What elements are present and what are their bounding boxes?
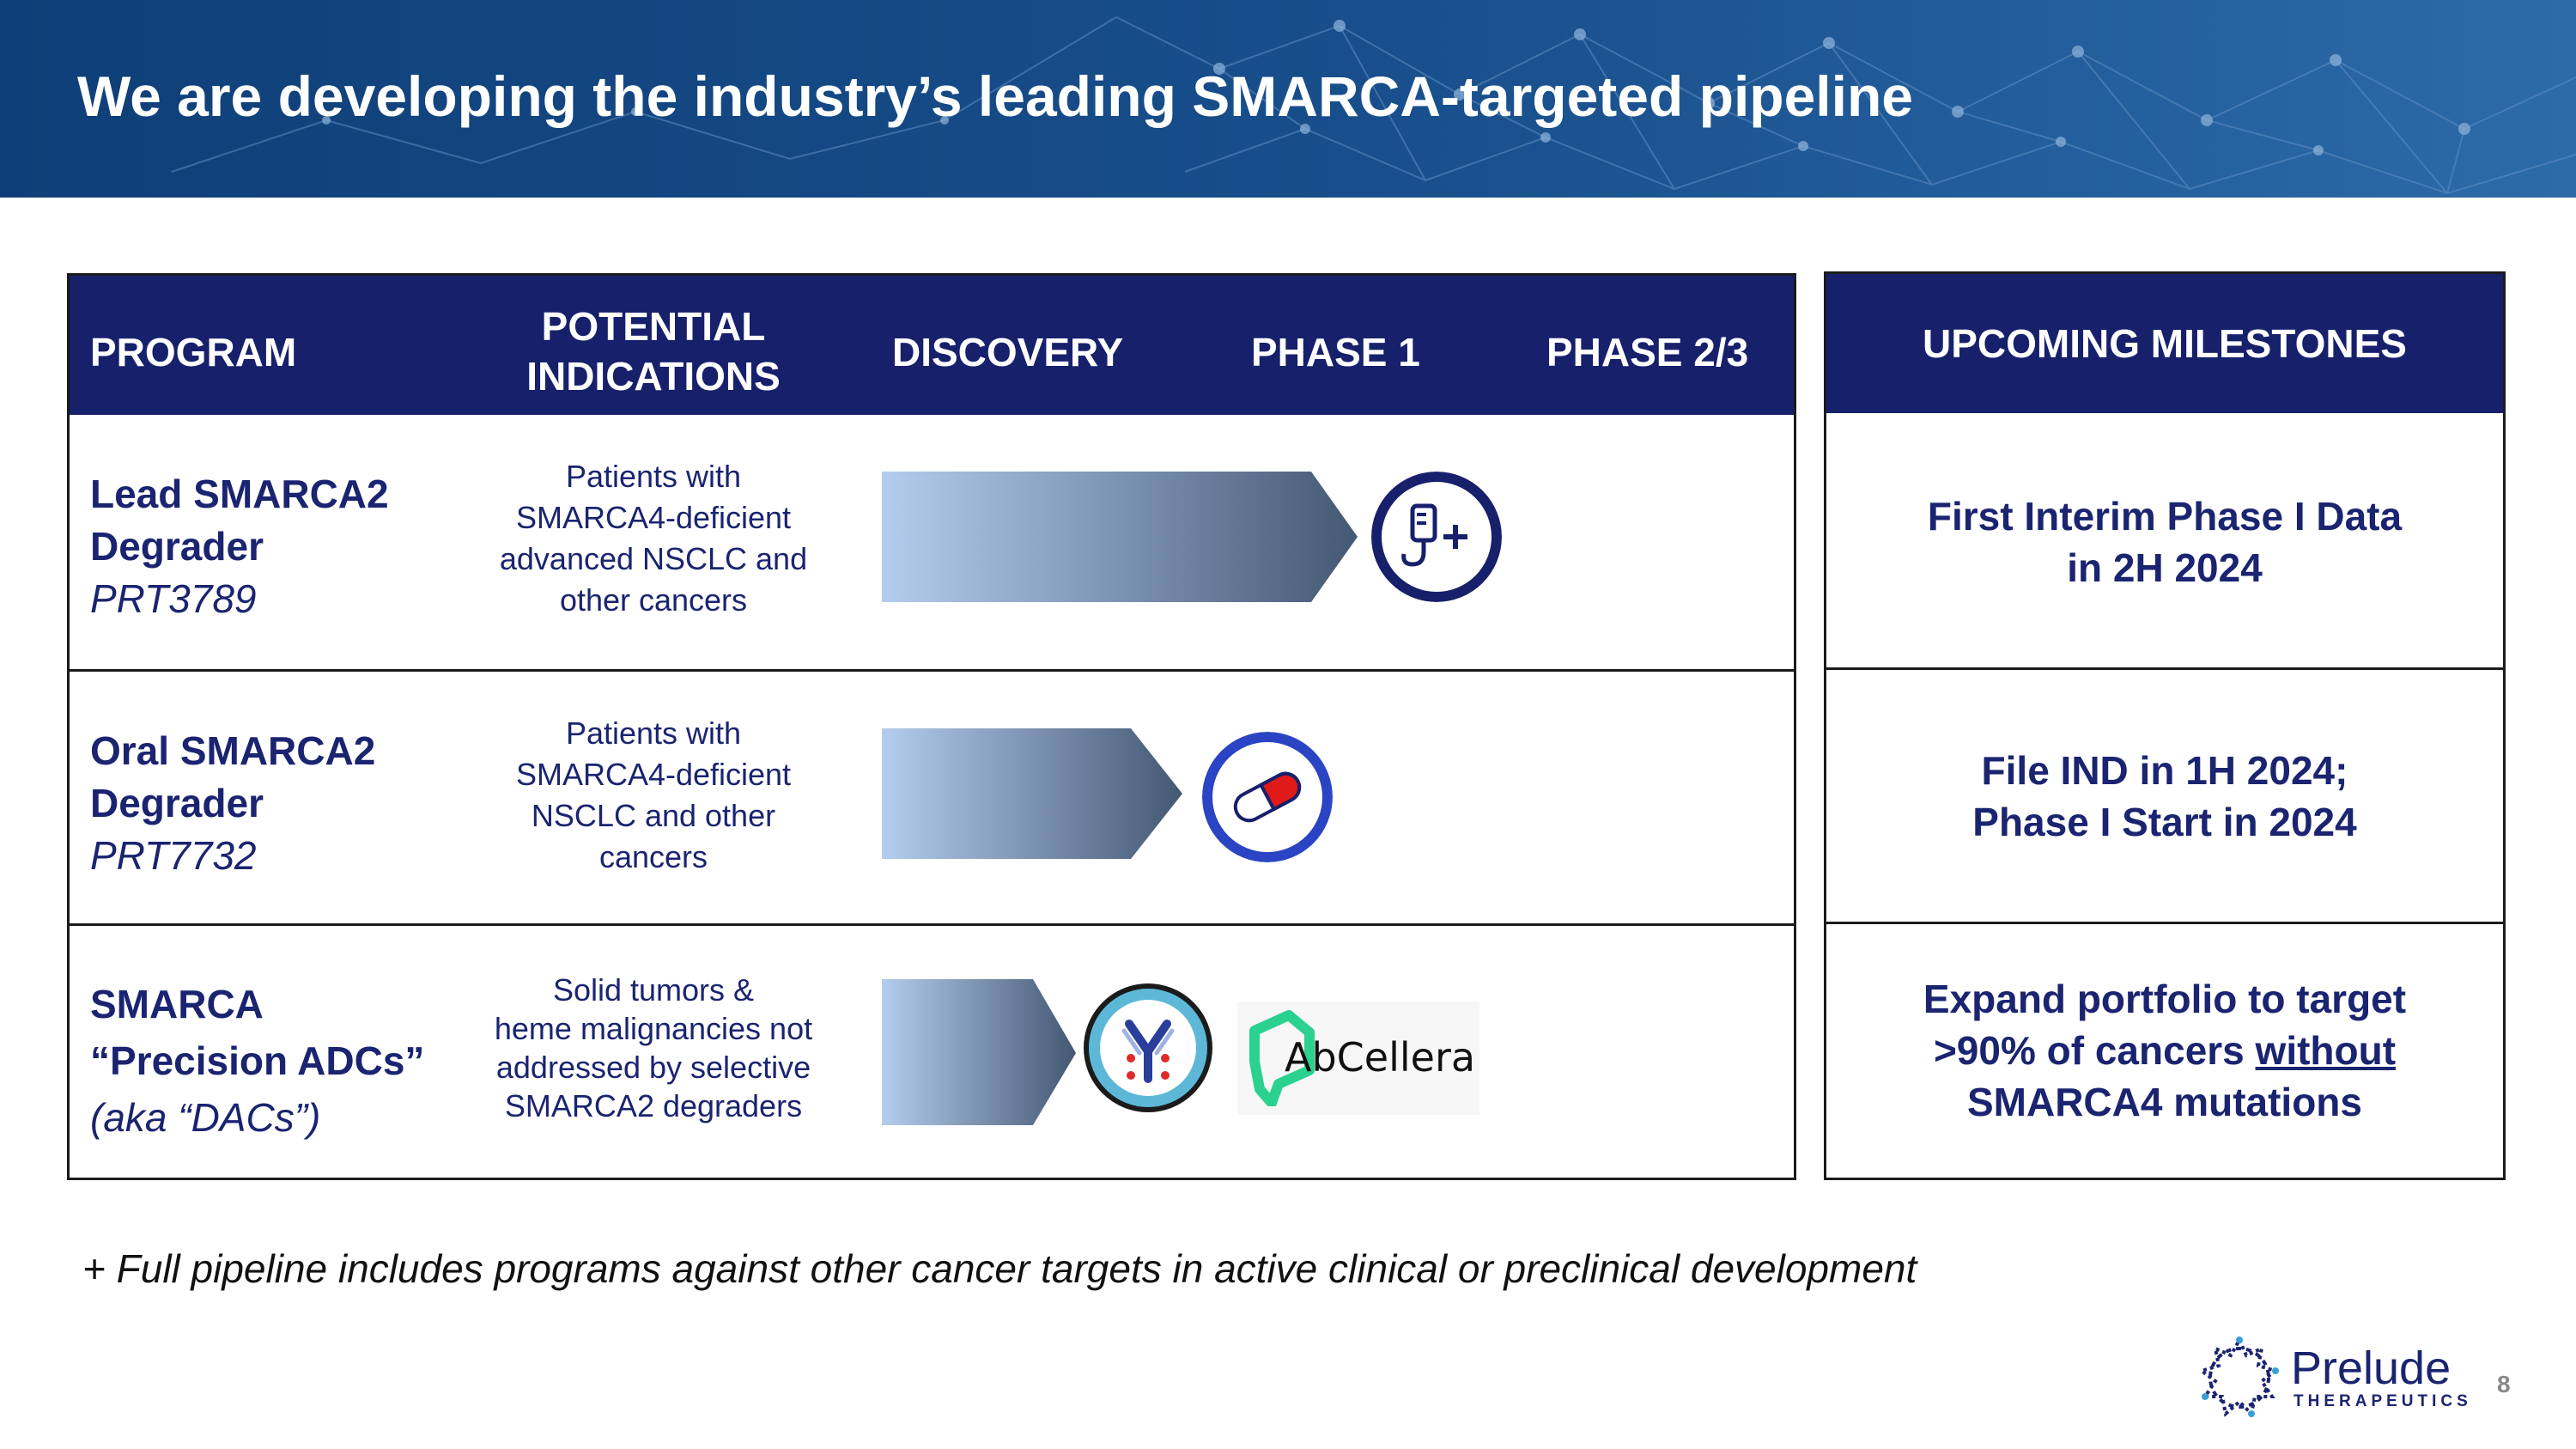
milestones-panel: UPCOMING MILESTONES First Interim Phase … xyxy=(1824,271,2506,1180)
header-banner: We are developing the industry’s leading… xyxy=(0,0,2576,198)
capsule-icon xyxy=(1202,732,1333,862)
potential-indication: Patients with SMARCA4-deficient advanced… xyxy=(499,459,808,618)
milestones-header: UPCOMING MILESTONES xyxy=(1826,274,2503,413)
program-code: PRT7732 xyxy=(90,833,257,878)
abcellera-mark-icon xyxy=(1249,1010,1315,1106)
header-program: PROGRAM xyxy=(90,330,297,374)
header-indications: POTENTIAL INDICATIONS xyxy=(526,304,781,399)
milestone-item: Expand portfolio to target >90% of cance… xyxy=(1826,922,2503,1176)
iv-drip-icon xyxy=(1371,472,1502,602)
program-name: Lead SMARCA2 Degrader PRT3789 xyxy=(90,468,389,625)
table-row: SMARCA “Precision ADCs” (aka “DACs”) Sol… xyxy=(70,923,1794,1178)
program-name: SMARCA “Precision ADCs” (aka “DACs”) xyxy=(90,976,424,1146)
progress-arrow-phase1 xyxy=(882,472,1358,602)
potential-indication: Solid tumors & heme malignancies not add… xyxy=(494,972,813,1123)
network-pattern-decoration xyxy=(171,16,2576,195)
milestone-item: File IND in 1H 2024; Phase I Start in 20… xyxy=(1826,667,2503,922)
pipeline-table: PROGRAM POTENTIAL INDICATIONS DISCOVERY … xyxy=(67,273,1796,1180)
progress-arrow-discovery xyxy=(882,728,1182,859)
progress-arrow-discovery xyxy=(882,979,1076,1125)
table-header: PROGRAM POTENTIAL INDICATIONS DISCOVERY … xyxy=(70,276,1794,415)
slide-title: We are developing the industry’s leading… xyxy=(77,64,1914,128)
milestone-item: First Interim Phase I Data in 2H 2024 xyxy=(1927,494,2403,590)
table-row: Lead SMARCA2 Degrader PRT3789 Patients w… xyxy=(70,415,1794,669)
program-code: (aka “DACs”) xyxy=(90,1095,321,1140)
potential-indication: Patients with SMARCA4-deficient NSCLC an… xyxy=(515,715,792,874)
table-row: Oral SMARCA2 Degrader PRT7732 Patients w… xyxy=(70,669,1794,923)
header-discovery: DISCOVERY xyxy=(892,330,1124,374)
prelude-logo-icon xyxy=(2197,1336,2280,1418)
program-code: PRT3789 xyxy=(90,576,257,621)
header-phase1: PHASE 1 xyxy=(1251,330,1420,374)
program-name: Oral SMARCA2 Degrader PRT7732 xyxy=(90,725,375,882)
header-phase23: PHASE 2/3 xyxy=(1546,330,1749,374)
partner-name: AbCellera xyxy=(1285,1034,1476,1081)
antibody-icon xyxy=(1084,983,1212,1112)
logo-subtitle: THERAPEUTICS xyxy=(2293,1392,2472,1410)
footnote: + Full pipeline includes programs agains… xyxy=(82,1246,1917,1291)
abcellera-logo: AbCellera xyxy=(1237,1002,1479,1115)
underlined-emphasis: without xyxy=(2255,1027,2397,1073)
logo-name: Prelude xyxy=(2291,1342,2451,1394)
page-number: 8 xyxy=(2497,1371,2511,1397)
